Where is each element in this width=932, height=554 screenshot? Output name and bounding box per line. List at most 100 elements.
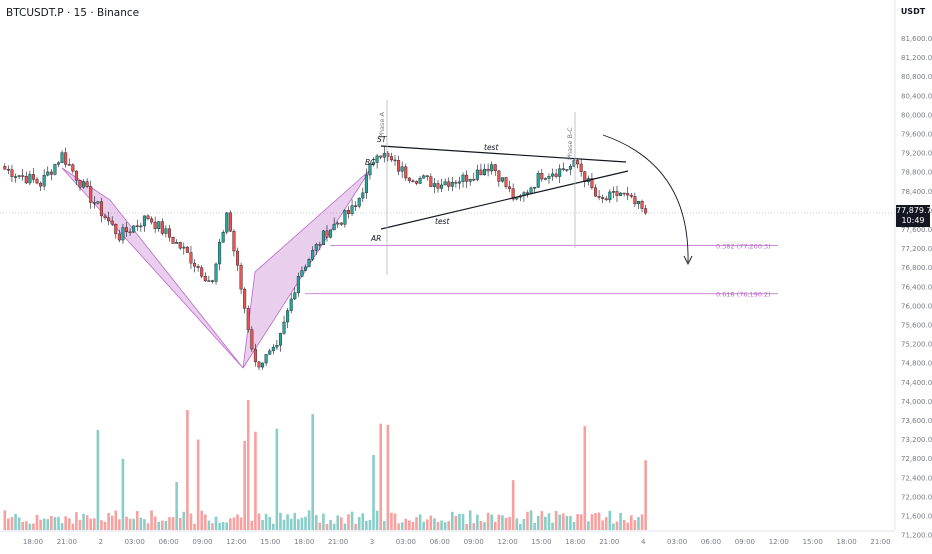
volume-bar <box>293 512 297 530</box>
candle-body <box>626 193 630 196</box>
candle-body <box>117 233 121 241</box>
candle-body <box>107 217 111 222</box>
candle <box>407 176 411 184</box>
volume-bar <box>297 519 300 530</box>
volume-bar <box>189 513 193 530</box>
candle-body <box>354 205 358 207</box>
candle-body <box>314 244 318 251</box>
candle <box>475 164 479 182</box>
volume-bar <box>483 522 486 530</box>
candle-body <box>561 168 565 171</box>
volume-bar <box>282 519 286 530</box>
candle-body <box>346 209 350 215</box>
candle-body <box>296 276 300 293</box>
volume-bar <box>354 523 357 530</box>
symbol-title[interactable]: BTCUSDT.P · 15 · Binance <box>6 7 140 19</box>
candle <box>239 262 243 295</box>
candle-body <box>146 215 150 219</box>
candle <box>271 344 275 355</box>
candle-body <box>261 362 265 368</box>
candle-body <box>67 164 71 166</box>
volume-bar <box>529 510 533 530</box>
candle <box>561 162 565 172</box>
volume-bar <box>279 512 282 530</box>
candle-body <box>372 162 376 165</box>
candle <box>372 157 376 167</box>
volume-bar <box>171 517 175 530</box>
candle <box>608 189 612 203</box>
volume-bar <box>150 510 153 530</box>
volume-bar <box>630 515 633 530</box>
candle <box>218 238 222 271</box>
candle-body <box>436 183 440 189</box>
candle <box>522 191 526 203</box>
candle-body <box>508 186 512 189</box>
candle-body <box>497 170 501 182</box>
volume-bar <box>637 517 640 530</box>
candle-body <box>153 221 157 229</box>
candle <box>82 179 86 189</box>
volume-bar <box>289 518 293 530</box>
volume-bar <box>300 517 304 530</box>
volume-bar <box>135 511 139 530</box>
time-tick-label: 09:00 <box>735 538 755 546</box>
candle-body <box>189 252 193 264</box>
price-tick-label: 73,200.0 <box>901 436 932 444</box>
volume-bar <box>561 513 565 530</box>
volume-bar <box>576 514 579 530</box>
candle <box>128 228 132 237</box>
volume-bar <box>93 518 96 530</box>
volume-bar <box>50 516 53 530</box>
candle <box>457 176 461 190</box>
currency-label[interactable]: USDT <box>900 7 926 16</box>
candle <box>350 199 354 216</box>
volume-bar <box>601 520 604 530</box>
price-tick-label: 76,800.0 <box>901 264 932 272</box>
candle <box>447 177 451 191</box>
candle-body <box>275 345 279 348</box>
volume-bar <box>322 513 325 530</box>
volume-bar <box>246 400 250 530</box>
volume-bar <box>239 517 243 530</box>
candle-body <box>332 223 336 231</box>
candle <box>185 245 189 253</box>
candle <box>622 192 626 197</box>
candle-body <box>142 215 146 227</box>
candle-body <box>235 250 239 266</box>
candle-body <box>218 242 222 265</box>
candle <box>543 177 547 181</box>
candle-body <box>601 197 605 199</box>
time-tick-label: 12:00 <box>226 538 246 546</box>
candle-body <box>443 181 447 186</box>
candle <box>114 223 118 239</box>
candle <box>142 215 146 232</box>
volume-bar <box>207 520 211 530</box>
candle-body <box>185 246 189 253</box>
candle-body <box>85 181 89 187</box>
price-axis: 81,600.0 81,200.0 80,800.0 80,400.0 80,000.0… <box>894 0 932 540</box>
candle-body <box>475 169 479 180</box>
candle <box>339 222 343 227</box>
volume-bar <box>404 518 408 530</box>
price-tick-label: 74,400.0 <box>901 379 932 387</box>
candle-body <box>167 228 171 238</box>
volume-bar <box>476 514 479 530</box>
candle-body <box>461 174 465 182</box>
volume-bar <box>114 510 118 530</box>
candle-body <box>400 166 404 172</box>
candle-body <box>253 348 257 363</box>
price-tick-label: 75,200.0 <box>901 341 932 349</box>
candle-body <box>500 177 504 182</box>
fib-label: 0.382 (77,200.3) <box>716 242 771 250</box>
volume-bar <box>14 513 17 530</box>
candle-body <box>540 173 544 180</box>
candle <box>92 196 96 209</box>
candle-body <box>432 183 436 187</box>
volume-bar <box>347 514 350 530</box>
volume-bar <box>569 516 572 530</box>
volume-bar <box>46 519 50 530</box>
candle-body <box>196 266 200 268</box>
candle <box>429 173 433 188</box>
